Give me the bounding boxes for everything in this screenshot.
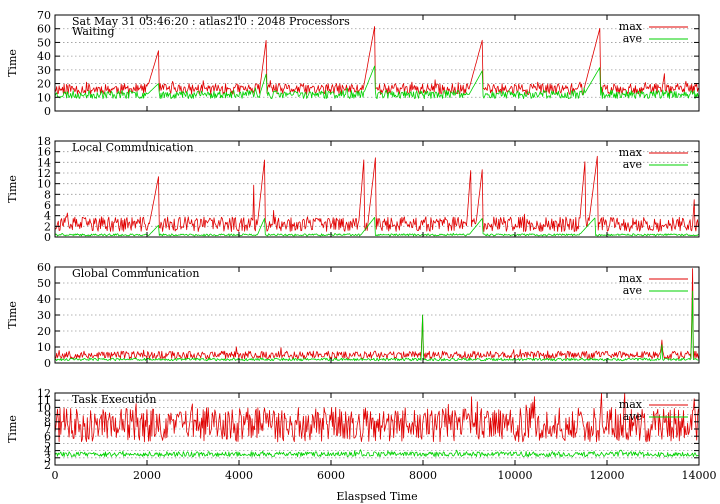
y-tick-label: 0 bbox=[44, 231, 51, 244]
y-tick-label: 5 bbox=[44, 437, 51, 450]
y-tick-label: 6 bbox=[44, 430, 51, 443]
panel-title: Task Execution bbox=[72, 393, 156, 406]
x-tick-label: 14000 bbox=[682, 469, 717, 482]
y-tick-label: 6 bbox=[44, 199, 51, 212]
y-tick-label: 4 bbox=[44, 445, 51, 458]
y-tick-label: 11 bbox=[37, 394, 51, 407]
y-tick-label: 0 bbox=[44, 105, 51, 118]
legend-label-max: max bbox=[619, 398, 643, 411]
y-tick-label: 8 bbox=[44, 416, 51, 429]
y-tick-label: 2 bbox=[44, 220, 51, 233]
panel-title: Sat May 31 03:46:20 : atlas210 : 2048 Pr… bbox=[72, 15, 350, 28]
y-tick-label: 0 bbox=[44, 357, 51, 370]
y-tick-label: 30 bbox=[37, 64, 51, 77]
y-axis-label: Time bbox=[6, 175, 19, 203]
y-tick-label: 2 bbox=[44, 459, 51, 472]
y-tick-label: 14 bbox=[37, 156, 51, 169]
y-tick-label: 10 bbox=[37, 178, 51, 191]
y-tick-label: 60 bbox=[37, 23, 51, 36]
y-tick-label: 7 bbox=[44, 423, 51, 436]
y-tick-label: 4 bbox=[44, 210, 51, 223]
series-max-line bbox=[54, 26, 699, 95]
x-tick-label: 0 bbox=[52, 469, 59, 482]
legend-label-ave: ave bbox=[623, 32, 642, 45]
y-axis-label: Time bbox=[6, 415, 19, 443]
legend-label-ave: ave bbox=[623, 284, 642, 297]
y-tick-label: 30 bbox=[37, 309, 51, 322]
legend-label-max: max bbox=[619, 20, 643, 33]
x-tick-label: 6000 bbox=[317, 469, 345, 482]
y-tick-label: 20 bbox=[37, 78, 51, 91]
chart-panel-3: 0 10 20 30 40 50 60 Time Global Communication max… bbox=[6, 261, 700, 370]
series-ave-line bbox=[54, 449, 699, 458]
y-axis-label: Time bbox=[6, 49, 19, 77]
y-tick-label: 10 bbox=[37, 91, 51, 104]
x-tick-label: 8000 bbox=[409, 469, 437, 482]
series-max-line bbox=[54, 155, 699, 232]
x-tick-label: 2000 bbox=[133, 469, 161, 482]
series-ave-line bbox=[54, 290, 699, 362]
series-max-line bbox=[54, 268, 699, 360]
legend-label-max: max bbox=[619, 272, 643, 285]
x-tick-label: 4000 bbox=[225, 469, 253, 482]
panel-title: Global Communication bbox=[72, 267, 200, 280]
y-tick-label: 10 bbox=[37, 341, 51, 354]
y-tick-label: 12 bbox=[37, 167, 51, 180]
y-tick-label: 60 bbox=[37, 261, 51, 274]
y-tick-label: 70 bbox=[37, 9, 51, 22]
y-axis-label: Time bbox=[6, 301, 19, 329]
y-tick-label: 16 bbox=[37, 146, 51, 159]
series-max-line bbox=[54, 392, 699, 443]
panel-title: Local Communication bbox=[72, 141, 194, 154]
y-tick-label: 40 bbox=[37, 293, 51, 306]
legend-label-ave: ave bbox=[623, 158, 642, 171]
y-tick-label: 20 bbox=[37, 325, 51, 338]
y-tick-label: 40 bbox=[37, 50, 51, 63]
plot-frame bbox=[54, 14, 700, 112]
y-tick-label: 10 bbox=[37, 401, 51, 414]
panel-subtitle: Waiting bbox=[72, 25, 115, 38]
y-tick-label: 50 bbox=[37, 277, 51, 290]
y-tick-label: 8 bbox=[44, 188, 51, 201]
x-tick-label: 12000 bbox=[590, 469, 625, 482]
legend-label-ave: ave bbox=[623, 410, 642, 423]
y-tick-label: 12 bbox=[37, 387, 51, 400]
y-tick-label: 18 bbox=[37, 135, 51, 148]
x-axis-label: Elaspsed Time bbox=[336, 490, 417, 503]
series-ave-line bbox=[54, 65, 699, 100]
plot-frame bbox=[54, 140, 700, 238]
y-tick-label: 9 bbox=[44, 409, 51, 422]
y-tick-label: 50 bbox=[37, 36, 51, 49]
series-ave-line bbox=[54, 217, 699, 237]
x-tick-label: 10000 bbox=[498, 469, 533, 482]
y-tick-label: 3 bbox=[44, 452, 51, 465]
legend-label-max: max bbox=[619, 146, 643, 159]
